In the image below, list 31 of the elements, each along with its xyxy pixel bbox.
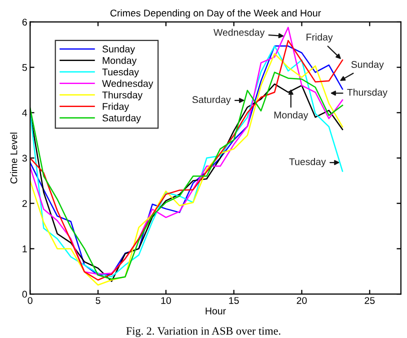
annotation: Saturday — [192, 96, 231, 105]
annotation: Monday — [274, 111, 308, 120]
legend-label: Wednesday — [102, 80, 154, 89]
y-tick-label: 3 — [22, 154, 27, 162]
legend-label: Monday — [102, 56, 137, 66]
x-axis-title: Hour — [206, 308, 226, 314]
y-tick-label: 4 — [22, 110, 28, 116]
legend-label: Tuesday — [102, 68, 139, 78]
y-axis-title: Crime Level — [10, 132, 18, 184]
x-tick-label: 25 — [364, 297, 375, 304]
y-tick-label: 6 — [22, 18, 27, 26]
x-tick-label: 5 — [96, 297, 100, 304]
y-tick-label: 0 — [22, 290, 27, 298]
annotation: Wednesday — [214, 28, 265, 38]
y-tick-label: 5 — [22, 64, 27, 71]
annotation: Friday — [306, 33, 333, 42]
legend-label: Saturday — [102, 114, 141, 124]
chart-title: Crimes Depending on Day of the Week and Hour — [110, 9, 321, 18]
legend-label: Thursday — [102, 91, 143, 100]
x-tick-label: 10 — [161, 297, 171, 304]
annotation: Sunday — [351, 60, 384, 70]
x-tick-label: 20 — [296, 297, 307, 304]
caption: Fig. 2. Variation in ASB over time. — [126, 327, 280, 337]
legend-label: Sunday — [102, 45, 135, 54]
annotation: Tuesday — [289, 158, 326, 168]
annotation: Thursday — [347, 88, 388, 98]
x-tick-label: 15 — [229, 297, 239, 304]
y-tick-label: 2 — [22, 200, 27, 207]
y-tick-label: 1 — [22, 246, 27, 252]
x-tick-label: 0 — [28, 297, 32, 304]
legend-label: Friday — [102, 102, 130, 112]
